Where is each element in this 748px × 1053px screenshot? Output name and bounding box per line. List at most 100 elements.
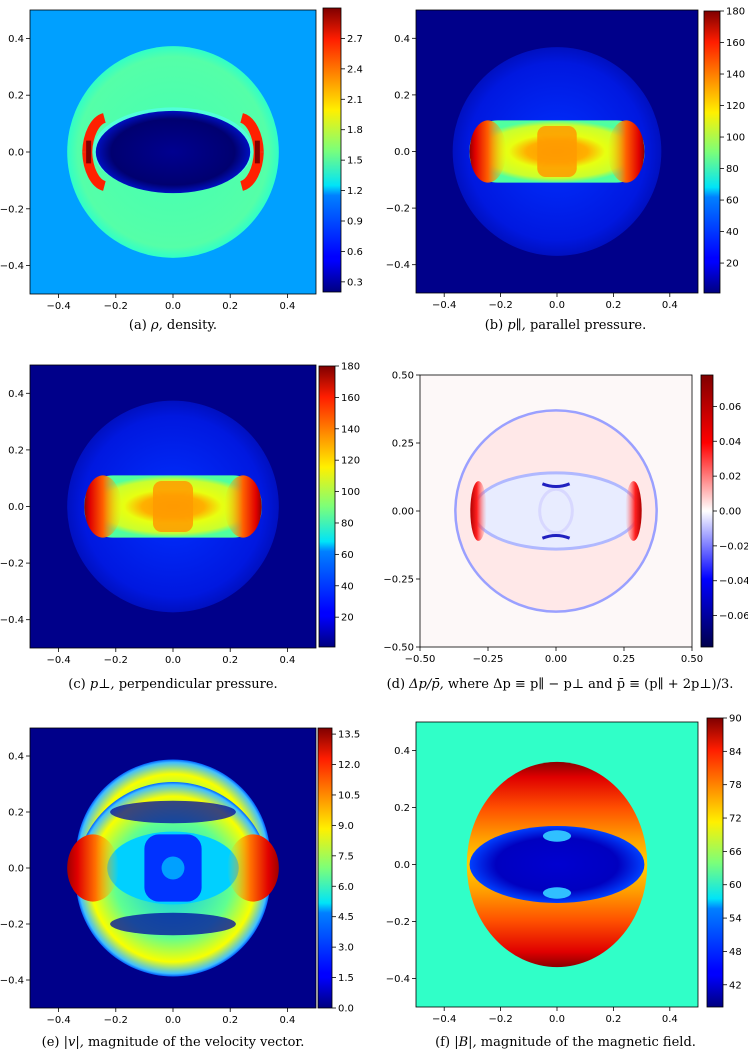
colorbar-tick-label: −0.04: [719, 576, 748, 587]
caption-symbol: |v|,: [63, 1035, 84, 1050]
colorbar-tick-label: 2.1: [347, 95, 363, 106]
caption-symbol: ρ,: [150, 318, 163, 333]
x-tick-label: −0.2: [104, 301, 128, 312]
x-tick-label: −0.25: [473, 654, 504, 665]
caption-text: parallel pressure.: [529, 318, 647, 333]
anisotropy-bottom-arc: [541, 533, 571, 540]
colorbar-tick-label: 1.8: [347, 125, 363, 136]
y-tick-label: 0.4: [394, 746, 410, 757]
caption-text: density.: [166, 318, 218, 333]
colorbar-tick-label: 54: [729, 914, 742, 925]
pressure-edge-right: [607, 120, 645, 183]
y-tick-label: 0.4: [394, 34, 410, 45]
y-tick-label: −0.2: [386, 917, 410, 928]
x-tick-label: −0.2: [488, 300, 512, 311]
colorbar-tick-label: 40: [341, 581, 354, 592]
y-tick-label: −0.4: [0, 261, 24, 272]
colorbar-tick-label: 48: [729, 947, 742, 958]
colorbar-tick-label: 40: [726, 227, 739, 238]
colorbar-tick-label: 1.2: [347, 186, 363, 197]
colorbar-tick-label: 10.5: [338, 790, 360, 801]
colorbar-tick-label: 72: [729, 814, 742, 825]
caption-text: where Δp ≡ p∥ − p⊥ and p̄ ≡ (p∥ + 2p⊥)/3…: [447, 677, 734, 692]
y-tick-label: −0.4: [0, 976, 24, 987]
colorbar-tick-label: 160: [341, 393, 360, 404]
pressure-edge-left: [469, 120, 507, 183]
colorbar: [706, 717, 724, 1008]
y-tick-label: −0.25: [383, 575, 414, 586]
anisotropy-core: [471, 471, 641, 551]
x-tick-label: 0.4: [662, 1014, 678, 1025]
dark-band-bottom: [110, 912, 236, 936]
caption-e: (e) |v|, magnitude of the velocity vecto…: [0, 1035, 346, 1050]
x-tick-label: 0.00: [545, 654, 567, 665]
x-tick-label: 0.4: [279, 301, 295, 312]
y-tick-label: 0.0: [8, 148, 24, 159]
panel-b: −0.4 −0.2 0.0 0.2 0.4 0.4 0.2 0.0 −0.2 −0.4 20 40 60…: [386, 7, 745, 312]
colorbar-tick-label: 2.4: [347, 64, 363, 75]
colorbar-tick-label: 100: [341, 487, 360, 498]
caption-label: (b): [484, 318, 504, 333]
caption-a: (a) ρ, density.: [0, 318, 346, 333]
x-tick-label: 0.0: [165, 1015, 181, 1026]
y-tick-label: 0.0: [8, 502, 24, 513]
y-tick-label: 0.25: [392, 439, 414, 450]
caption-label: (a): [128, 318, 147, 333]
colorbar: [700, 374, 714, 648]
colorbar-tick-label: 66: [729, 847, 742, 858]
caption-text: magnitude of the magnetic field.: [480, 1035, 696, 1050]
x-tick-label: −0.2: [104, 1015, 128, 1026]
colorbar-tick-label: 0.9: [347, 217, 363, 228]
y-tick-label: −0.2: [0, 920, 24, 931]
inner-cavity: [95, 110, 251, 194]
colorbar-tick-label: 6.0: [338, 882, 354, 893]
x-tick-label: −0.4: [432, 300, 456, 311]
colorbar-tick-label: 80: [341, 518, 354, 529]
velocity-center: [161, 856, 185, 880]
caption-text: magnitude of the velocity vector.: [88, 1035, 305, 1050]
y-tick-label: −0.4: [0, 615, 24, 626]
colorbar-tick-label: −0.06: [719, 611, 748, 622]
velocity-peak-left: [67, 834, 119, 902]
colorbar-tick-label: 0.3: [347, 277, 363, 288]
y-tick-label: 0.2: [394, 803, 410, 814]
colorbar-tick-label: 160: [726, 38, 745, 49]
panel-f: −0.4 −0.2 0.0 0.2 0.4 0.4 0.2 0.0 −0.2 −0.4 42 48 54…: [386, 714, 742, 1026]
x-tick-label: 0.4: [279, 655, 295, 666]
colorbar-tick-label: 0.04: [719, 437, 741, 448]
caption-label: (c): [68, 677, 86, 692]
panels-layer: −0.4 −0.2 0.0 0.2 0.4 0.4 0.2 0.0 −0.2 −0.4 0.3 0.6…: [0, 7, 748, 1027]
colorbar-tick-label: 0.02: [719, 472, 741, 483]
colorbar-tick-label: 2.7: [347, 34, 363, 45]
x-tick-label: 0.25: [613, 654, 635, 665]
anisotropy-top-arc: [541, 482, 571, 489]
colorbar-tick-label: 80: [726, 164, 739, 175]
heatmap-field: [30, 10, 316, 294]
panel-c: −0.4 −0.2 0.0 0.2 0.4 0.4 0.2 0.0 −0.2 −0.4 20 40 60…: [0, 362, 360, 667]
caption-f: (f) |B|, magnitude of the magnetic field…: [383, 1035, 748, 1050]
pressure-edge-right: [224, 475, 262, 538]
y-tick-label: 0.4: [8, 34, 24, 45]
colorbar-tick-label: 60: [341, 550, 354, 561]
x-tick-label: 0.2: [222, 655, 238, 666]
anisotropy-center: [538, 487, 574, 535]
caption-symbol: p⊥,: [89, 677, 115, 692]
y-tick-label: 0.2: [8, 91, 24, 102]
heatmap-field: [420, 375, 692, 647]
caption-b: (b) p∥, parallel pressure.: [383, 318, 748, 333]
colorbar-tick-label: 4.5: [338, 912, 354, 923]
colorbar-tick-label: 120: [726, 101, 745, 112]
x-tick-label: 0.4: [662, 300, 678, 311]
x-tick-label: −0.4: [432, 1014, 456, 1025]
colorbar-tick-label: 20: [726, 259, 739, 270]
colorbar-tick-label: 140: [341, 424, 360, 435]
pressure-center: [152, 481, 194, 532]
field-cavity: [469, 826, 645, 903]
y-tick-label: 0.2: [8, 445, 24, 456]
x-tick-label: −0.4: [46, 301, 70, 312]
y-tick-label: 0.0: [8, 864, 24, 875]
dark-band-top: [110, 800, 236, 824]
y-tick-label: −0.4: [386, 974, 410, 985]
colorbar-tick-label: 13.5: [338, 730, 360, 741]
